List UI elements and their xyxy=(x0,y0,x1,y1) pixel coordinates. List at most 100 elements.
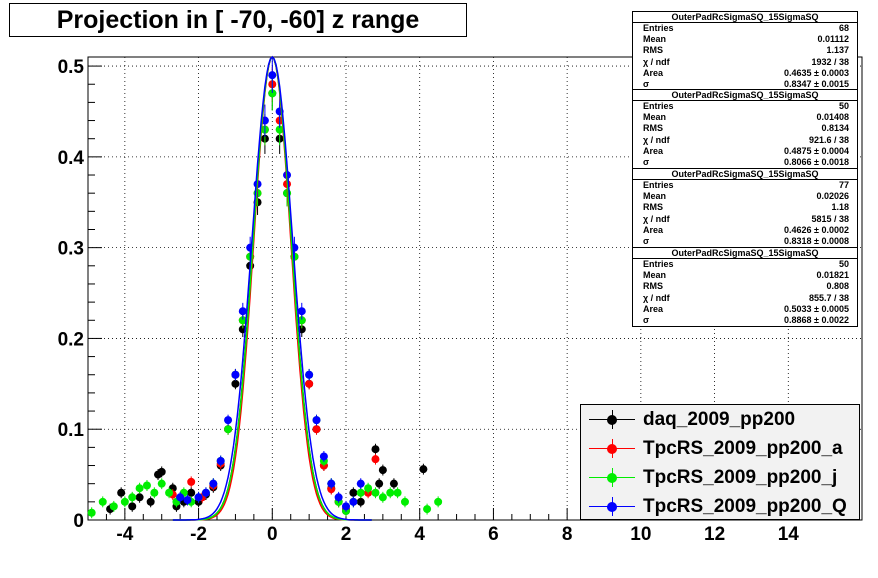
data-point xyxy=(371,445,380,454)
data-point xyxy=(117,488,126,497)
x-tick-label: 14 xyxy=(778,524,800,545)
legend: daq_2009_pp200 TpcRS_2009_pp200_a TpcRS_20… xyxy=(580,404,860,520)
stats-row: RMS 1.18 xyxy=(633,202,857,213)
stats-value: 0.4626 ± 0.0002 xyxy=(784,224,849,235)
stats-value: 0.02026 xyxy=(816,191,849,202)
data-point xyxy=(297,316,306,325)
x-tick-label: 0 xyxy=(267,524,278,545)
stats-value: 0.8347 ± 0.0015 xyxy=(784,78,849,89)
data-point xyxy=(216,456,225,465)
stats-row: σ 0.8066 ± 0.0018 xyxy=(633,157,857,168)
data-point xyxy=(312,425,321,434)
fit-curve xyxy=(172,55,372,521)
stats-label: Mean xyxy=(643,112,667,123)
data-point xyxy=(334,493,343,502)
data-point xyxy=(371,455,380,464)
legend-label: TpcRS_2009_pp200_j xyxy=(643,466,838,488)
data-point xyxy=(231,379,240,388)
stats-row: RMS 1.137 xyxy=(633,45,857,56)
data-point xyxy=(87,508,96,517)
data-point xyxy=(393,488,402,497)
stats-value: 0.8868 ± 0.0022 xyxy=(784,314,849,325)
stats-row: Entries 68 xyxy=(633,23,857,34)
stats-row: σ 0.8347 ± 0.0015 xyxy=(633,79,857,90)
data-point xyxy=(150,488,159,497)
data-point xyxy=(146,497,155,506)
data-point xyxy=(128,493,137,502)
data-point xyxy=(268,71,277,80)
chart-title: Projection in [ -70, -60] z range xyxy=(9,3,467,37)
stats-box: OuterPadRcSigmaSQ_15SigmaSQ Entries 50 Mean… xyxy=(632,89,858,170)
stats-value: 921.6 / 38 xyxy=(808,134,849,145)
data-point xyxy=(434,497,443,506)
data-point xyxy=(209,479,218,488)
stats-label: χ / ndf xyxy=(643,56,670,67)
stats-value: 0.5033 ± 0.0005 xyxy=(784,303,849,314)
stats-row: Entries 50 xyxy=(633,101,857,112)
data-point xyxy=(268,89,277,98)
stats-label: Mean xyxy=(643,34,667,45)
data-point xyxy=(109,502,118,511)
data-point xyxy=(319,452,328,461)
stats-value: 1.18 xyxy=(831,202,849,213)
data-point xyxy=(356,488,365,497)
data-point xyxy=(371,488,380,497)
data-point xyxy=(224,416,233,425)
stats-label: σ xyxy=(643,78,650,89)
stats-row: Entries 50 xyxy=(633,259,857,270)
data-point xyxy=(135,493,144,502)
data-point xyxy=(157,467,166,476)
stats-row: χ / ndf 5815 / 38 xyxy=(633,214,857,225)
legend-marker-icon xyxy=(581,434,643,463)
x-tick-label: 4 xyxy=(414,524,425,545)
stats-label: Entries xyxy=(643,101,674,111)
stats-row: Mean 0.01821 xyxy=(633,270,857,281)
stats-value: 0.808 xyxy=(826,281,849,292)
stats-box: OuterPadRcSigmaSQ_15SigmaSQ Entries 68 Mean… xyxy=(632,11,858,92)
stats-value: 0.01821 xyxy=(816,270,849,281)
data-point xyxy=(386,488,395,497)
data-point xyxy=(194,493,203,502)
data-point xyxy=(238,307,247,316)
stats-value: 855.7 / 38 xyxy=(808,292,849,303)
data-point xyxy=(135,484,144,493)
x-tick-label: 12 xyxy=(704,524,725,545)
stats-row: Area 0.5033 ± 0.0005 xyxy=(633,304,857,315)
stats-label: Mean xyxy=(643,191,667,202)
data-point xyxy=(305,379,314,388)
data-point xyxy=(231,370,240,379)
stats-value: 0.01408 xyxy=(816,112,849,123)
legend-marker-icon xyxy=(581,463,643,492)
data-point xyxy=(238,316,247,325)
stats-label: σ xyxy=(643,235,650,246)
data-point xyxy=(157,479,166,488)
x-tick-label: 8 xyxy=(562,524,573,545)
data-point xyxy=(349,488,358,497)
data-point xyxy=(275,125,284,134)
x-tick-label: -4 xyxy=(116,524,133,545)
stats-value: 0.01112 xyxy=(817,34,849,45)
y-tick-label: 0.5 xyxy=(58,57,85,78)
data-point xyxy=(187,477,196,486)
data-point xyxy=(183,496,192,505)
stats-label: Entries xyxy=(643,23,674,33)
y-tick-label: 0.1 xyxy=(58,420,85,441)
x-tick-label: -2 xyxy=(190,524,207,545)
x-tick-label: 10 xyxy=(630,524,651,545)
stats-label: σ xyxy=(643,156,650,167)
data-point xyxy=(378,493,387,502)
data-point xyxy=(98,497,107,506)
legend-entry: TpcRS_2009_pp200_a xyxy=(581,434,859,463)
data-point xyxy=(423,505,432,514)
data-point xyxy=(305,370,314,379)
data-point xyxy=(224,425,233,434)
stats-row: Area 0.4875 ± 0.0004 xyxy=(633,146,857,157)
y-tick-label: 0.4 xyxy=(58,148,85,169)
stats-row: Mean 0.02026 xyxy=(633,191,857,202)
stats-box: OuterPadRcSigmaSQ_15SigmaSQ Entries 77 Mean… xyxy=(632,168,858,249)
y-tick-label: 0.3 xyxy=(58,239,84,260)
data-point xyxy=(297,307,306,316)
data-point xyxy=(142,481,151,490)
stats-label: RMS xyxy=(643,281,663,292)
y-tick-label: 0 xyxy=(73,511,84,532)
